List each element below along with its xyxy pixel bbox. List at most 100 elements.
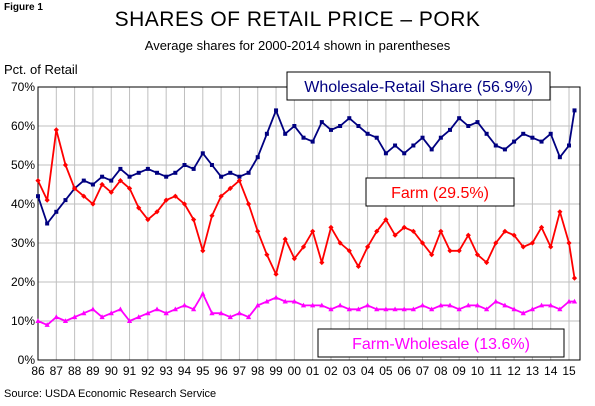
data-point (465, 232, 471, 238)
x-tick-label: 91 (123, 364, 137, 378)
data-point (172, 193, 178, 199)
data-point (548, 244, 554, 250)
y-axis-label: Pct. of Retail (4, 62, 78, 77)
x-tick-label: 93 (159, 364, 173, 378)
data-point (502, 228, 508, 234)
data-point (282, 236, 288, 242)
data-point (502, 147, 507, 152)
data-point (100, 174, 105, 179)
data-point (245, 314, 252, 320)
x-tick-label: 90 (105, 364, 119, 378)
data-point (292, 124, 297, 128)
y-tick-label: 40% (11, 197, 35, 211)
data-point (511, 306, 517, 312)
data-point (255, 302, 261, 308)
data-point (62, 162, 69, 168)
data-point (108, 310, 114, 316)
data-point (274, 108, 279, 113)
data-point (393, 143, 398, 148)
data-point (374, 306, 380, 312)
x-tick-label: 09 (452, 364, 466, 378)
data-point (530, 135, 535, 140)
data-point (62, 318, 69, 323)
data-point (420, 135, 425, 140)
data-point (566, 240, 572, 246)
legend: Wholesale-Retail Share (56.9%) Farm (29.5… (286, 71, 565, 358)
data-point (155, 170, 160, 175)
data-point (209, 213, 215, 219)
data-point (465, 302, 471, 308)
data-point (53, 314, 59, 320)
data-point (44, 197, 50, 203)
data-point (410, 306, 416, 312)
legend-box (286, 71, 551, 101)
data-point (457, 116, 462, 121)
data-point (283, 131, 288, 136)
data-point (255, 155, 260, 160)
data-point (410, 228, 416, 234)
x-tick-label: 08 (434, 364, 448, 378)
data-point (419, 302, 426, 308)
data-point (346, 306, 352, 312)
data-point (126, 185, 133, 191)
data-point (521, 131, 526, 136)
data-point (328, 224, 334, 230)
data-point (328, 306, 334, 312)
data-point (548, 302, 554, 308)
data-point (571, 275, 578, 281)
chart-subtitle: Average shares for 2000-2014 shown in pa… (144, 38, 451, 53)
data-point (35, 178, 41, 184)
data-point (209, 310, 215, 316)
data-point (300, 302, 307, 308)
data-point (300, 244, 307, 250)
series-line-2 (37, 292, 575, 326)
data-point (126, 318, 133, 323)
data-point (566, 298, 572, 304)
data-point (246, 170, 251, 175)
data-point (402, 151, 407, 156)
data-point (301, 135, 306, 140)
data-point (90, 182, 95, 187)
y-tick-label: 60% (11, 119, 35, 133)
data-point (310, 228, 316, 234)
data-point (191, 217, 197, 223)
data-point (401, 224, 407, 230)
data-point (145, 217, 151, 223)
y-tick-label: 20% (11, 275, 35, 289)
data-point (218, 193, 224, 199)
data-point (511, 232, 517, 238)
data-point (227, 185, 233, 191)
data-point (383, 217, 389, 223)
data-point (117, 178, 123, 184)
data-point (383, 306, 389, 312)
data-point (447, 302, 453, 308)
data-point (365, 131, 370, 136)
legend-label: Wholesale-Retail Share (56.9%) (304, 79, 533, 96)
legend-box (365, 177, 515, 207)
y-tick-label: 70% (11, 80, 35, 94)
data-point (401, 306, 407, 312)
data-point (81, 193, 87, 199)
data-point (54, 209, 59, 214)
legend-label: Farm-Wholesale (13.6%) (352, 336, 530, 353)
data-point (383, 151, 388, 156)
data-point (191, 166, 196, 171)
chart-title: SHARES OF RETAIL PRICE – PORK (114, 8, 481, 31)
data-point (474, 252, 481, 258)
data-point (512, 139, 517, 144)
data-point (90, 306, 96, 312)
data-point (538, 224, 545, 230)
data-point (53, 127, 59, 133)
x-tick-label: 99 (269, 364, 283, 378)
x-tick-label: 97 (233, 364, 247, 378)
data-point (557, 209, 563, 215)
series-line-1 (37, 128, 576, 279)
data-point (347, 116, 352, 121)
data-point (419, 240, 426, 246)
source-note: Source: USDA Economic Research Service (4, 388, 217, 400)
y-tick-label: 10% (11, 314, 35, 328)
x-tick-label: 86 (31, 364, 45, 378)
y-tick-label: 50% (11, 158, 35, 172)
x-tick-label: 92 (141, 364, 155, 378)
data-point (117, 306, 123, 312)
